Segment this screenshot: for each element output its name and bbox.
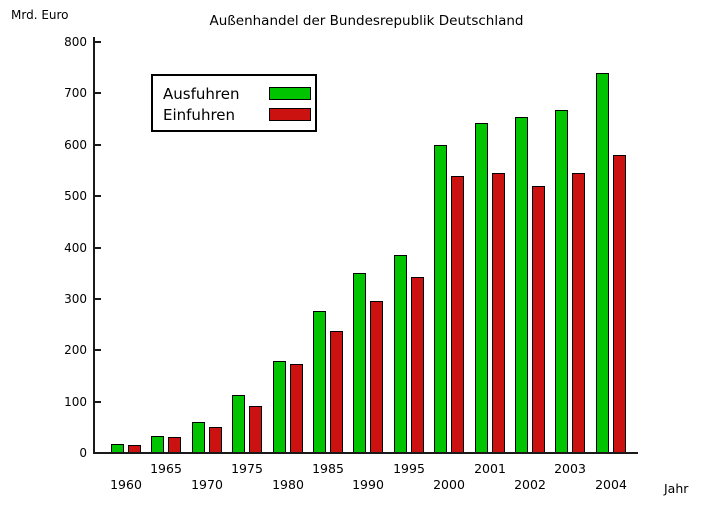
y-tick-500 xyxy=(95,195,101,198)
y-tick-label-200: 200 xyxy=(64,343,87,358)
y-tick-100 xyxy=(95,400,101,403)
bar-einfuhren-1990 xyxy=(370,301,383,452)
bar-ausfuhren-2003 xyxy=(555,110,568,452)
x-tick-label-2002: 2002 xyxy=(514,477,546,492)
x-tick-label-2003: 2003 xyxy=(554,461,586,476)
bar-einfuhren-1975 xyxy=(249,406,262,452)
y-tick-200 xyxy=(95,349,101,352)
x-tick-label-2004: 2004 xyxy=(595,477,627,492)
bar-ausfuhren-1970 xyxy=(192,422,205,452)
x-tick-label-1970: 1970 xyxy=(191,477,223,492)
bar-einfuhren-2002 xyxy=(532,186,545,452)
y-tick-label-400: 400 xyxy=(64,240,87,255)
bar-ausfuhren-2004 xyxy=(596,73,609,452)
x-tick-label-1960: 1960 xyxy=(110,477,142,492)
bar-einfuhren-2003 xyxy=(572,173,585,452)
legend-item-einfuhren: Einfuhren xyxy=(163,104,315,125)
legend-swatch-einfuhren xyxy=(269,108,311,121)
bar-ausfuhren-1980 xyxy=(273,361,286,452)
chart-title: Außenhandel der Bundesrepublik Deutschla… xyxy=(209,13,524,29)
x-tick-label-1965: 1965 xyxy=(150,461,182,476)
y-tick-600 xyxy=(95,143,101,146)
bar-einfuhren-1965 xyxy=(168,437,181,452)
legend-label-einfuhren: Einfuhren xyxy=(163,105,236,124)
x-tick-label-2001: 2001 xyxy=(474,461,506,476)
bar-einfuhren-2004 xyxy=(613,155,626,452)
x-tick-label-1990: 1990 xyxy=(352,477,384,492)
bar-einfuhren-1960 xyxy=(128,445,141,452)
y-tick-label-0: 0 xyxy=(79,446,87,460)
x-tick-label-1985: 1985 xyxy=(312,461,344,476)
y-tick-label-600: 600 xyxy=(64,137,87,152)
y-tick-label-100: 100 xyxy=(64,394,87,409)
bar-ausfuhren-1985 xyxy=(313,311,326,452)
y-tick-800 xyxy=(95,41,101,43)
x-axis-unit-label: Jahr xyxy=(664,481,689,496)
y-tick-700 xyxy=(95,92,101,95)
y-tick-label-700: 700 xyxy=(64,86,87,101)
y-axis-line xyxy=(93,37,95,454)
bar-ausfuhren-1975 xyxy=(232,395,245,452)
x-tick-label-1980: 1980 xyxy=(272,477,304,492)
bar-einfuhren-1995 xyxy=(411,277,424,452)
bar-ausfuhren-1965 xyxy=(151,436,164,452)
bar-einfuhren-1985 xyxy=(330,331,343,452)
bar-einfuhren-2000 xyxy=(451,176,464,452)
y-tick-label-300: 300 xyxy=(64,291,87,306)
bar-ausfuhren-1990 xyxy=(353,273,366,452)
x-tick-label-1975: 1975 xyxy=(231,461,263,476)
y-tick-label-800: 800 xyxy=(64,35,87,49)
bar-ausfuhren-1960 xyxy=(111,444,124,452)
bar-einfuhren-1970 xyxy=(209,427,222,452)
bar-einfuhren-1980 xyxy=(290,364,303,452)
y-tick-label-500: 500 xyxy=(64,189,87,204)
bar-einfuhren-2001 xyxy=(492,173,505,452)
legend-swatch-ausfuhren xyxy=(269,87,311,100)
x-tick-label-1995: 1995 xyxy=(393,461,425,476)
bar-ausfuhren-2000 xyxy=(434,145,447,452)
legend-label-ausfuhren: Ausfuhren xyxy=(163,84,240,103)
legend-item-ausfuhren: Ausfuhren xyxy=(163,83,315,104)
y-axis-unit-label: Mrd. Euro xyxy=(11,8,69,22)
y-tick-300 xyxy=(95,297,101,300)
legend: Ausfuhren Einfuhren xyxy=(151,74,317,132)
bar-ausfuhren-1995 xyxy=(394,255,407,452)
bar-ausfuhren-2001 xyxy=(475,123,488,452)
y-tick-400 xyxy=(95,246,101,249)
x-tick-label-2000: 2000 xyxy=(433,477,465,492)
bar-ausfuhren-2002 xyxy=(515,117,528,452)
x-axis-line xyxy=(93,452,638,454)
